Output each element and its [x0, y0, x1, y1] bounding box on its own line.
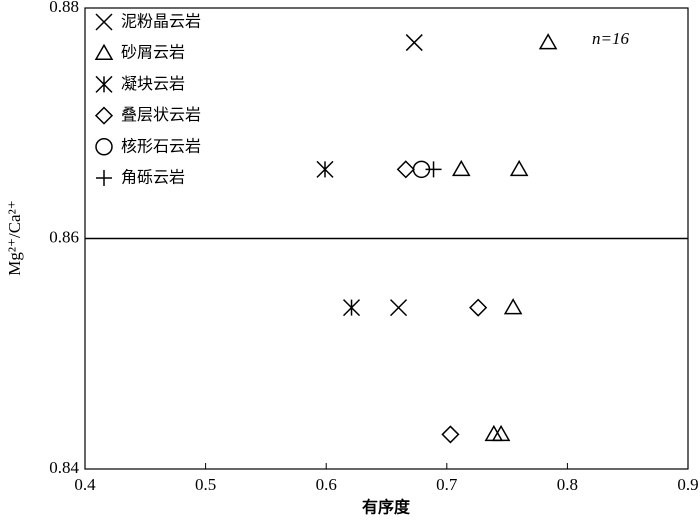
point: [342, 299, 361, 317]
x-tick-label: 0.4: [74, 475, 96, 494]
point: [405, 34, 423, 52]
point: [451, 159, 471, 177]
annotation: n=16: [592, 29, 629, 48]
point: [469, 298, 488, 317]
legend-label: 泥粉晶云岩: [121, 12, 201, 31]
legend-marker: [94, 106, 114, 125]
x-tick-label: 0.8: [557, 475, 578, 494]
y-tick-label: 0.86: [49, 227, 79, 246]
legend-marker: [96, 170, 112, 186]
y-axis-label: Mg²⁺/Ca²⁺: [5, 200, 24, 275]
point: [538, 33, 558, 50]
legend-label: 砂屑云岩: [121, 43, 185, 62]
legend-marker: [95, 13, 113, 31]
legend-marker: [95, 138, 113, 156]
point: [390, 299, 408, 317]
point: [396, 160, 415, 179]
legend-label: 角砾云岩: [121, 168, 185, 187]
legend-marker: [94, 43, 114, 60]
y-tick-label: 0.84: [49, 458, 79, 477]
point: [441, 425, 460, 444]
x-axis-label: 有序度: [362, 498, 411, 517]
x-tick-label: 0.7: [436, 475, 458, 494]
legend-label: 核形石云岩: [121, 136, 201, 155]
point: [491, 424, 511, 442]
x-tick-label: 0.5: [195, 475, 216, 494]
point: [316, 160, 334, 178]
x-tick-label: 0.6: [316, 475, 337, 494]
y-tick-label: 0.88: [49, 0, 79, 16]
point: [425, 161, 442, 178]
legend-label: 叠层状云岩: [121, 105, 201, 124]
legend-label: 凝块云岩: [121, 74, 185, 93]
point: [509, 159, 529, 177]
legend-marker: [95, 75, 113, 93]
x-tick-label: 0.9: [677, 475, 698, 494]
point: [503, 298, 523, 315]
